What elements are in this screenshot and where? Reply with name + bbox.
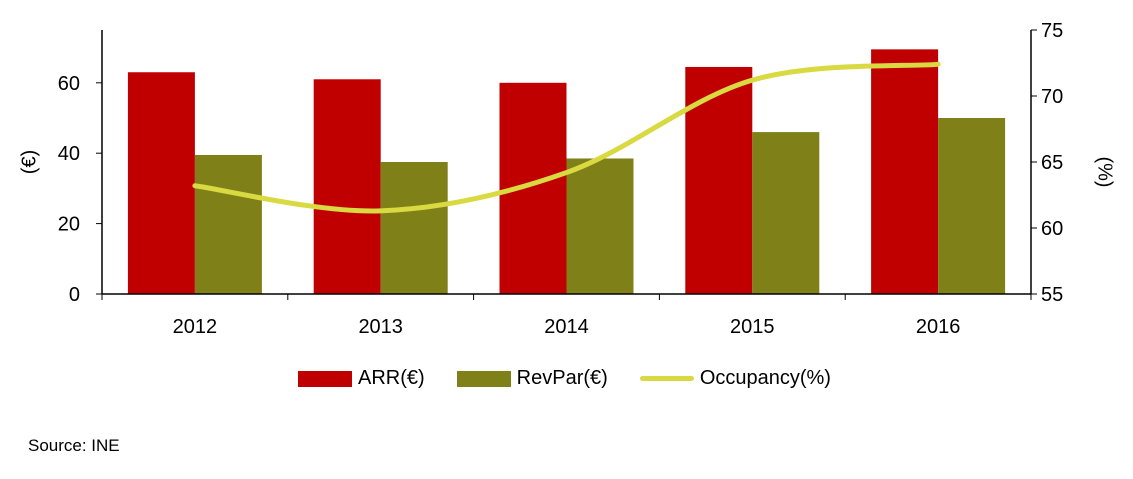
bar-arr-2015 <box>685 66 753 295</box>
legend-label-arr: ARR(€) <box>358 367 425 389</box>
legend-item-revpar: RevPar(€) <box>456 367 608 390</box>
x-tick-label-2013: 2013 <box>358 316 403 338</box>
left-y-tick-label: 60 <box>58 73 80 95</box>
legend-swatch-arr <box>298 370 352 387</box>
bar-revpar-2015 <box>752 132 820 294</box>
legend-swatch-occupancy <box>639 376 694 381</box>
legend-swatch-revpar <box>456 370 511 387</box>
right-y-tick-label: 70 <box>1041 86 1063 108</box>
bar-revpar-2012 <box>194 154 262 294</box>
x-tick-label-2015: 2015 <box>730 316 775 338</box>
legend-item-occupancy: Occupancy(%) <box>639 367 831 390</box>
x-tick-label-2014: 2014 <box>544 316 589 338</box>
occupancy-line <box>192 61 941 214</box>
left-y-tick-label: 20 <box>58 214 80 236</box>
right-y-tick-label: 60 <box>1041 218 1063 240</box>
left-axis-title: (€) <box>18 150 40 174</box>
right-y-tick-label: 55 <box>1041 284 1063 306</box>
bar-revpar-2016 <box>938 118 1006 294</box>
bar-arr-2013 <box>313 79 381 294</box>
left-y-tick-label: 0 <box>69 284 80 306</box>
legend-label-occupancy: Occupancy(%) <box>699 367 831 389</box>
source-note: Source: INE <box>28 436 120 455</box>
chart-legend: ARR(€) RevPar(€) Occupancy(%) <box>298 367 863 390</box>
left-y-tick-label: 40 <box>58 143 80 165</box>
right-axis-title: (%) <box>1094 156 1116 187</box>
bar-revpar-2013 <box>380 162 448 294</box>
legend-label-revpar: RevPar(€) <box>516 367 608 389</box>
line-layer <box>192 61 941 214</box>
x-tick-label-2012: 2012 <box>173 316 218 338</box>
bar-revpar-2014 <box>566 158 634 294</box>
bar-arr-2016 <box>871 49 939 294</box>
legend-item-arr: ARR(€) <box>298 367 425 390</box>
bar-arr-2012 <box>127 72 195 295</box>
right-y-tick-label: 65 <box>1041 152 1063 174</box>
right-y-tick-label: 75 <box>1041 20 1063 42</box>
x-tick-label-2016: 2016 <box>916 316 961 338</box>
ticks-layer: 2012 2013 2014 2015 2016 0 20 40 60 55 60 65 70 75 <box>58 20 1064 338</box>
